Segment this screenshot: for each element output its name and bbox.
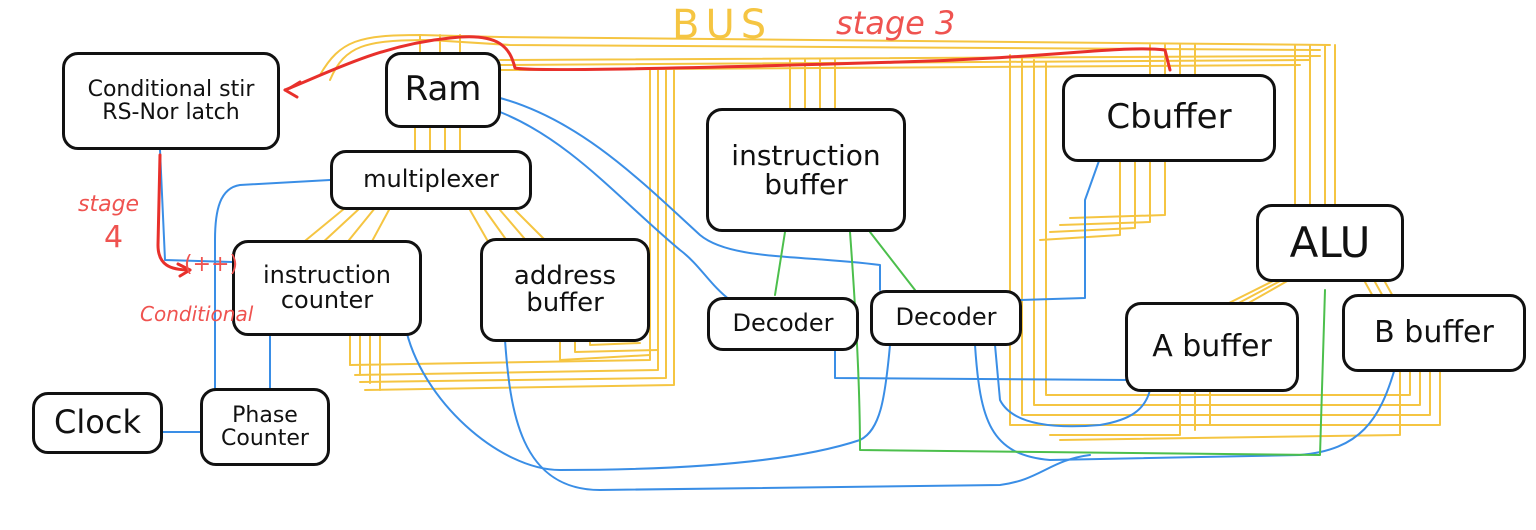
alu-label: ALU [1289, 217, 1371, 267]
instruction-buffer-label: instruction buffer [731, 138, 881, 201]
a-buffer-label: A buffer [1152, 329, 1272, 365]
stage-4-label-line1: stage [78, 192, 140, 217]
rs-nor-latch-box: Conditional stir RS-Nor latch [62, 52, 280, 150]
address-buffer-label: address buffer [513, 260, 617, 318]
ram-box: Ram [385, 52, 501, 128]
address-buffer-box: address buffer [480, 238, 650, 342]
instruction-buffer-box: instruction buffer [706, 108, 906, 232]
alu-box: ALU [1256, 204, 1404, 282]
b-buffer-box: B buffer [1342, 294, 1526, 372]
a-buffer-box: A buffer [1125, 302, 1299, 392]
clock-label: Clock [54, 403, 141, 442]
multiplexer-label: multiplexer [363, 165, 499, 194]
stage-3-label: stage 3 [836, 4, 956, 42]
c-buffer-label: Cbuffer [1106, 97, 1232, 138]
decoder-box-1: Decoder [707, 297, 859, 351]
ram-label: Ram [404, 69, 482, 110]
b-buffer-label: B buffer [1374, 315, 1494, 351]
bus-label: BUS [672, 2, 773, 48]
decoder-label-2: Decoder [895, 303, 997, 332]
c-buffer-box: Cbuffer [1062, 74, 1276, 162]
control-wires [159, 97, 1396, 491]
stage-4-path [156, 153, 192, 272]
decoder-label-1: Decoder [732, 309, 834, 338]
phase-counter-box: Phase Counter [200, 388, 330, 466]
clock-box: Clock [32, 392, 163, 454]
stage-paths [156, 35, 1172, 278]
rs-nor-latch-label: Conditional stir RS-Nor latch [87, 76, 255, 125]
green-wires [774, 231, 1326, 456]
multiplexer-box: multiplexer [330, 150, 532, 210]
instruction-counter-box: instruction counter [232, 240, 422, 336]
phase-counter-label: Phase Counter [221, 402, 309, 451]
stage-4-label-line2: 4 [104, 220, 124, 255]
increment-label: (++) [184, 252, 239, 277]
decoder-box-2: Decoder [870, 290, 1022, 346]
stage-3-path [283, 35, 1172, 92]
instruction-counter-label: instruction counter [262, 260, 392, 314]
conditional-label: Conditional [140, 302, 254, 326]
bus-wires [299, 34, 1441, 441]
